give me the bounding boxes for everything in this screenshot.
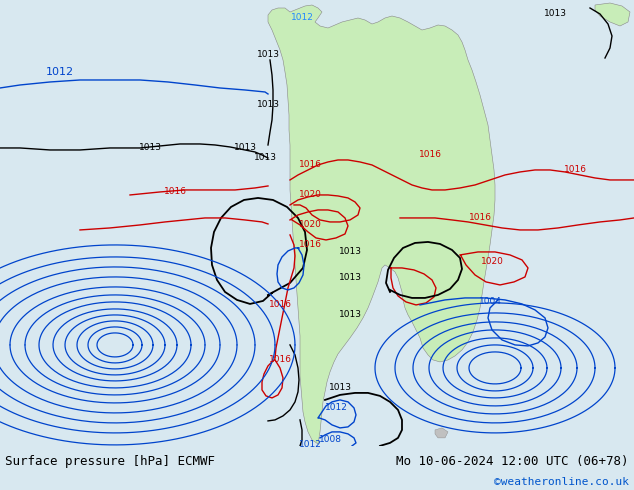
Text: 1013: 1013: [254, 153, 276, 163]
Text: 1016: 1016: [164, 188, 186, 196]
Text: Mo 10-06-2024 12:00 UTC (06+78): Mo 10-06-2024 12:00 UTC (06+78): [396, 455, 629, 468]
Text: 1016: 1016: [269, 355, 292, 365]
Text: 1016: 1016: [299, 160, 321, 170]
Text: 1016: 1016: [299, 241, 321, 249]
Text: 1020: 1020: [299, 220, 321, 229]
Text: ©weatheronline.co.uk: ©weatheronline.co.uk: [494, 477, 629, 487]
Text: 1013: 1013: [339, 247, 361, 256]
Text: 1008: 1008: [318, 436, 342, 444]
Text: 1013: 1013: [339, 311, 361, 319]
Polygon shape: [268, 5, 495, 444]
Text: 1013: 1013: [233, 144, 257, 152]
Text: 1013: 1013: [138, 144, 162, 152]
Text: 1016: 1016: [564, 166, 586, 174]
Text: Surface pressure [hPa] ECMWF: Surface pressure [hPa] ECMWF: [5, 455, 215, 468]
Text: 1012: 1012: [46, 67, 74, 77]
Text: 1004: 1004: [479, 297, 501, 306]
Text: 1013: 1013: [328, 383, 351, 392]
Text: 1016: 1016: [418, 150, 441, 159]
Text: 1013: 1013: [257, 100, 280, 109]
Polygon shape: [595, 3, 630, 26]
Text: 1012: 1012: [290, 14, 313, 23]
Text: 1020: 1020: [299, 191, 321, 199]
Text: 1020: 1020: [481, 257, 503, 267]
Text: 1012: 1012: [325, 403, 347, 413]
Text: 1013: 1013: [257, 50, 280, 59]
Text: 1013: 1013: [339, 273, 361, 282]
Text: 1016: 1016: [469, 214, 491, 222]
Text: 1016: 1016: [269, 300, 292, 309]
Text: 1012: 1012: [299, 441, 321, 449]
Text: 1013: 1013: [543, 9, 567, 19]
Polygon shape: [435, 428, 448, 438]
